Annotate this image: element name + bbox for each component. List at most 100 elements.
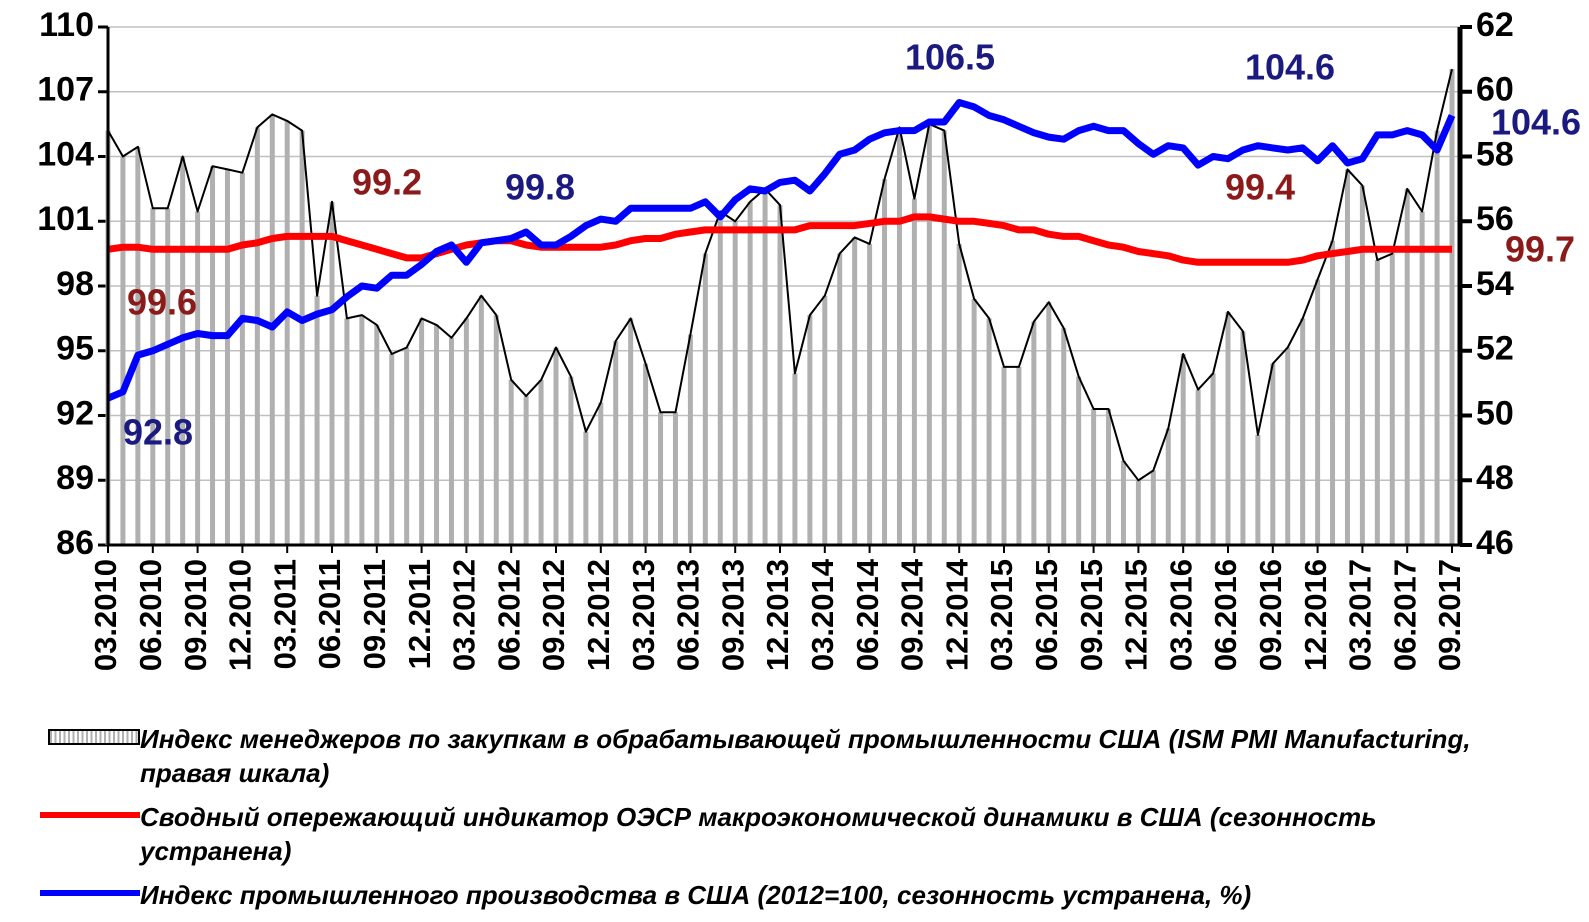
- pmi-bar: [120, 156, 126, 545]
- legend-box: [48, 729, 140, 745]
- legend: Индекс менеджеров по закупкам в обрабаты…: [40, 722, 1560, 922]
- legend-symbol: [40, 890, 140, 896]
- pmi-bar: [210, 166, 216, 545]
- annotation: 104.6: [1245, 47, 1335, 88]
- x-tick-label: 09.2011: [357, 559, 392, 669]
- y2-tick-label: 46: [1476, 524, 1514, 562]
- pmi-bar: [867, 243, 873, 545]
- pmi-bar: [135, 146, 141, 545]
- legend-symbol: [40, 812, 140, 818]
- annotation: 99.4: [1225, 167, 1295, 208]
- x-tick-label: 03.2013: [626, 559, 661, 671]
- legend-hatch: [122, 731, 124, 743]
- pmi-bar: [792, 373, 798, 545]
- annotation: 99.8: [505, 167, 575, 208]
- x-tick-label: 06.2010: [133, 559, 168, 671]
- pmi-bar: [732, 221, 738, 545]
- x-tick-label: 09.2015: [1074, 559, 1109, 671]
- pmi-bar: [1315, 279, 1321, 545]
- pmi-bar: [717, 211, 723, 545]
- x-tick-label: 09.2014: [895, 558, 930, 671]
- pmi-bar: [658, 412, 664, 545]
- legend-hatch: [59, 731, 61, 743]
- pmi-bar: [1300, 318, 1306, 545]
- pmi-bar: [822, 295, 828, 545]
- pmi-bar: [448, 337, 454, 545]
- pmi-bar: [852, 237, 858, 545]
- pmi-bar: [1165, 428, 1171, 545]
- x-tick-label: 12.2016: [1298, 559, 1333, 671]
- pmi-bar: [1434, 130, 1440, 545]
- pmi-bar: [1285, 347, 1291, 545]
- x-tick-label: 06.2014: [850, 558, 885, 671]
- pmi-bar: [1016, 366, 1022, 545]
- x-tick-label: 03.2016: [1163, 559, 1198, 671]
- pmi-bar: [523, 396, 529, 545]
- y-tick-label: 95: [56, 330, 94, 368]
- x-tick-label: 06.2015: [1029, 559, 1064, 671]
- pmi-bar: [1091, 409, 1097, 545]
- legend-hatch: [99, 731, 102, 743]
- x-tick-label: 03.2014: [805, 558, 840, 671]
- pmi-bar: [1419, 211, 1425, 545]
- legend-label: Индекс промышленного производства в США …: [140, 880, 1252, 910]
- pmi-bar: [807, 315, 813, 545]
- x-tick-label: 03.2015: [984, 559, 1019, 671]
- legend-entry: Индекс менеджеров по закупкам в обрабаты…: [40, 722, 1560, 790]
- y-tick-label: 89: [56, 459, 94, 497]
- x-tick-label: 09.2012: [536, 559, 571, 671]
- pmi-bar: [747, 201, 753, 545]
- pmi-bar: [672, 412, 678, 545]
- pmi-bar: [493, 315, 499, 545]
- pmi-bar: [389, 353, 395, 545]
- pmi-bar: [1120, 460, 1126, 545]
- pmi-bar: [956, 243, 962, 545]
- x-tick-label: 12.2013: [760, 559, 795, 671]
- y-tick-label: 101: [37, 200, 94, 238]
- annotation: 99.6: [127, 282, 197, 323]
- annotation: 104.6: [1491, 102, 1581, 143]
- pmi-bar: [553, 347, 559, 545]
- legend-hatch: [126, 731, 129, 743]
- pmi-bar: [1135, 480, 1141, 545]
- pmi-bar: [1195, 389, 1201, 545]
- pmi-bar: [1031, 321, 1037, 545]
- pmi-bar: [1076, 376, 1082, 545]
- pmi-bar: [568, 376, 574, 545]
- y2-tick-label: 50: [1476, 394, 1514, 432]
- pmi-bar: [1210, 373, 1216, 545]
- pmi-bar: [478, 295, 484, 545]
- legend-entry: Сводный опережающий индикатор ОЭСР макро…: [40, 800, 1560, 868]
- legend-hatch: [50, 731, 52, 743]
- legend-hatch: [72, 731, 75, 743]
- pmi-bar: [1240, 331, 1246, 545]
- pmi-bar: [180, 156, 186, 545]
- x-tick-label: 03.2017: [1343, 559, 1378, 671]
- y-tick-label: 92: [56, 394, 94, 432]
- y2-tick-label: 52: [1476, 330, 1514, 368]
- y2-tick-label: 48: [1476, 459, 1514, 497]
- y-tick-label: 104: [37, 135, 94, 173]
- pmi-bar: [195, 211, 201, 545]
- legend-hatch: [81, 731, 84, 743]
- x-tick-label: 09.2016: [1253, 559, 1288, 671]
- pmi-bar: [1061, 328, 1067, 545]
- legend-hatch: [63, 731, 66, 743]
- series-line: [107, 213, 1452, 266]
- x-tick-label: 06.2011: [312, 559, 347, 669]
- pmi-bar: [643, 363, 649, 545]
- pmi-bar: [777, 205, 783, 545]
- pmi-bar: [687, 334, 693, 545]
- annotation: 92.8: [123, 412, 193, 453]
- x-tick-label: 06.2012: [491, 559, 526, 671]
- pmi-bar: [926, 124, 932, 545]
- pmi-bar: [1255, 434, 1261, 545]
- x-tick-label: 12.2011: [402, 559, 437, 669]
- y-tick-label: 110: [39, 6, 94, 44]
- x-tick-label: 03.2012: [447, 559, 482, 671]
- pmi-bar: [941, 130, 947, 545]
- pmi-bar: [1046, 302, 1052, 545]
- x-tick-label: 12.2010: [223, 559, 258, 671]
- legend-hatch: [113, 731, 115, 743]
- legend-hatch: [131, 731, 133, 743]
